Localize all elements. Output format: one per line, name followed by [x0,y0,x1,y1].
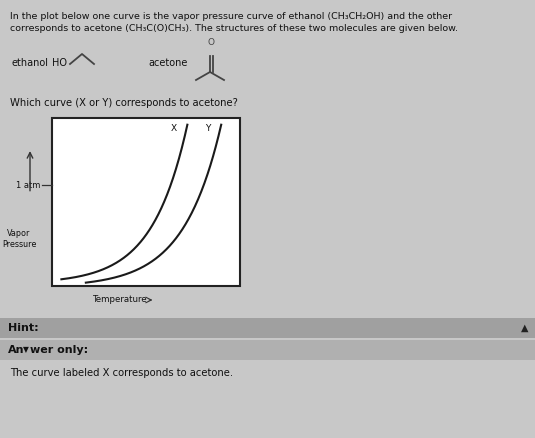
Text: An: An [8,345,25,355]
Text: acetone: acetone [148,58,187,68]
Text: ethanol: ethanol [12,58,49,68]
Text: ▼: ▼ [23,346,29,354]
Text: The curve labeled X corresponds to acetone.: The curve labeled X corresponds to aceto… [10,368,233,378]
Bar [0,318,535,338]
Text: X: X [171,124,177,133]
Text: Y: Y [205,124,211,133]
Text: Which curve (X or Y) corresponds to acetone?: Which curve (X or Y) corresponds to acet… [10,98,238,108]
Text: ▲: ▲ [521,323,528,333]
Text: In the plot below one curve is the vapor pressure curve of ethanol (CH₃CH₂OH) an: In the plot below one curve is the vapor… [10,12,452,21]
Bar [52,118,240,286]
Text: O: O [208,38,215,47]
Text: Hint:: Hint: [8,323,39,333]
Text: 1 atm: 1 atm [16,181,40,190]
Text: wer only:: wer only: [30,345,88,355]
Text: Temperature: Temperature [94,296,148,304]
Bar [0,340,535,360]
Text: corresponds to acetone (CH₃C(O)CH₃). The structures of these two molecules are g: corresponds to acetone (CH₃C(O)CH₃). The… [10,24,458,33]
Text: Vapor
Pressure: Vapor Pressure [2,229,36,249]
Text: HO: HO [52,58,67,68]
